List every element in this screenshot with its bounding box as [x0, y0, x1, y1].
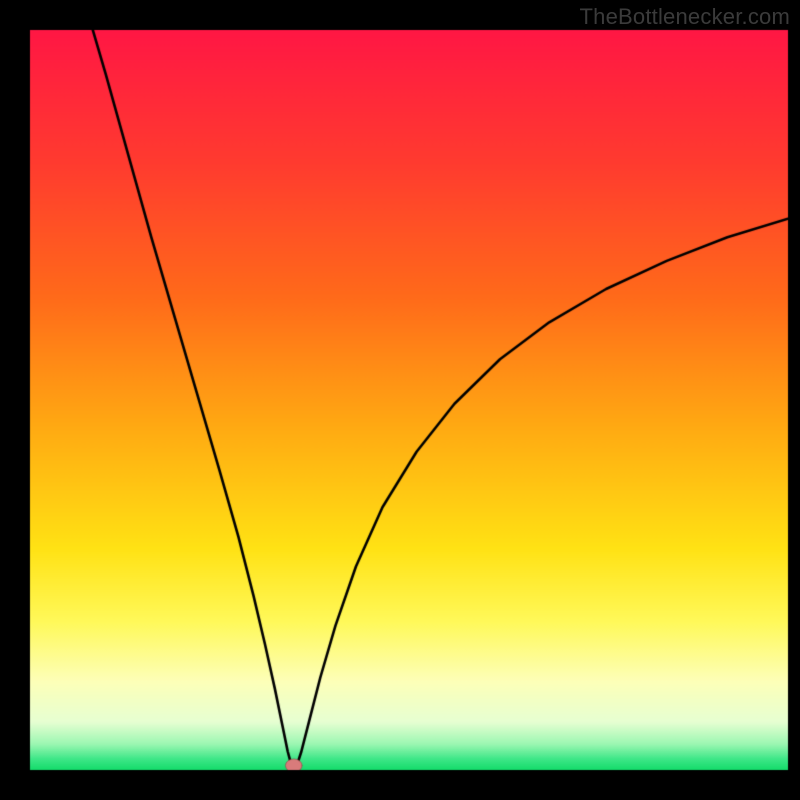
chart-container: TheBottlenecker.com — [0, 0, 800, 800]
bottleneck-curve-chart — [0, 0, 800, 800]
attribution-label: TheBottlenecker.com — [580, 4, 790, 30]
